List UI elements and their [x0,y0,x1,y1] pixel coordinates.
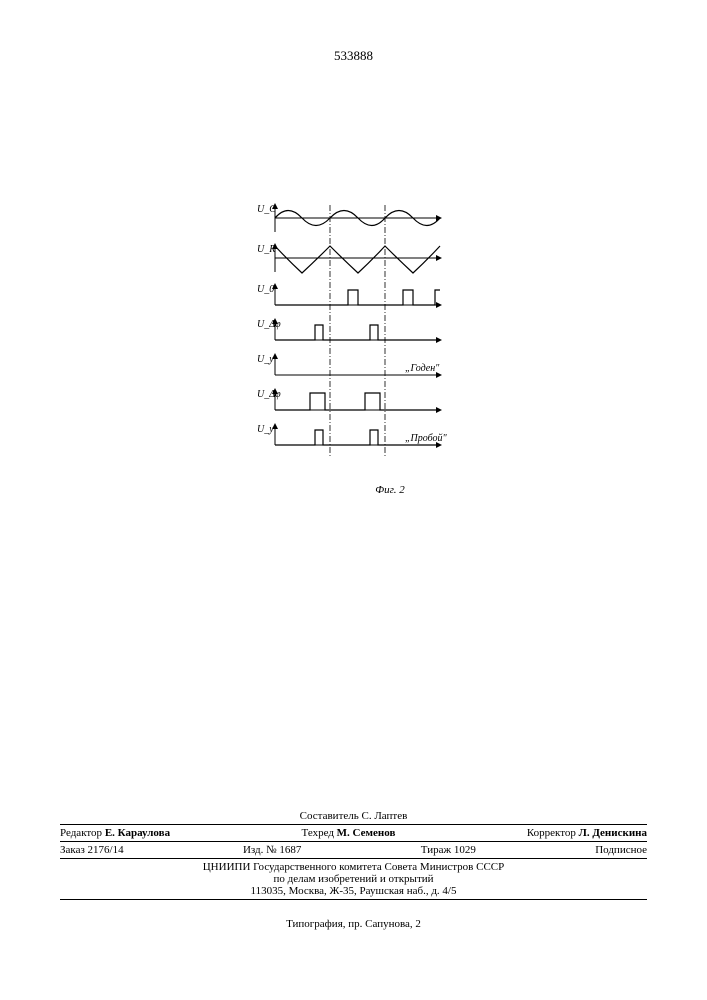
label-ur: U_R [257,244,275,255]
printery: Типография, пр. Сапунова, 2 [60,918,647,930]
annotation-goden: „Годен" [405,363,439,374]
org-line2: по делам изобретений и открытий [60,873,647,885]
label-udphi1: U_Δφ [257,319,281,330]
org-block: ЦНИИПИ Государственного комитета Совета … [60,859,647,900]
org-address: 113035, Москва, Ж-35, Раушская наб., д. … [60,885,647,897]
annotation-proboy: „Пробой" [405,433,447,444]
figure-2: U_C U_R U_0 U_Δφ U_y U_Δφ U_y „Годен" „П… [260,200,460,496]
page-number: 533888 [334,48,373,64]
order-row: Заказ 2176/14 Изд. № 1687 Тираж 1029 Под… [60,842,647,859]
edition: Изд. № 1687 [243,844,301,856]
label-uc: U_C [257,204,276,215]
circulation: Тираж 1029 [421,844,476,856]
label-u0: U_0 [257,284,274,295]
label-uy2: U_y [257,424,274,435]
compiler-row: Составитель С. Лаптев [60,808,647,825]
subscription: Подписное [595,844,647,856]
footer-block: Составитель С. Лаптев Редактор Е. Караул… [60,808,647,900]
corrector: Корректор Л. Денискина [527,827,647,839]
editor: Редактор Е. Караулова [60,827,170,839]
label-udphi2: U_Δφ [257,389,281,400]
label-uy1: U_y [257,354,274,365]
org-line1: ЦНИИПИ Государственного комитета Совета … [60,861,647,873]
techred: Техред М. Семенов [302,827,396,839]
credits-row: Редактор Е. Караулова Техред М. Семенов … [60,825,647,842]
order: Заказ 2176/14 [60,844,124,856]
figure-caption: Фиг. 2 [320,484,460,496]
